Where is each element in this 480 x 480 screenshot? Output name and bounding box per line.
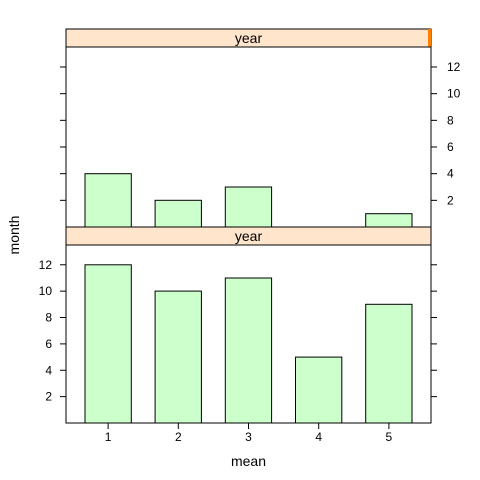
bars-bottom bbox=[84, 264, 413, 424]
x-axis: 1 2 3 4 5 bbox=[105, 423, 393, 444]
y-axis-left-top-ticks bbox=[60, 66, 66, 201]
strip-top-level-marker bbox=[428, 29, 431, 47]
y-tick-label: 10 bbox=[39, 284, 53, 298]
y-tick-label: 6 bbox=[447, 140, 454, 154]
y-tick-label: 6 bbox=[45, 337, 52, 351]
strip-top-label: year bbox=[235, 30, 263, 46]
bar-top-2 bbox=[154, 199, 202, 228]
x-tick-label: 5 bbox=[386, 430, 393, 444]
y-tick-label: 8 bbox=[447, 113, 454, 127]
bar-bottom-5 bbox=[365, 303, 413, 424]
y-tick-label: 4 bbox=[45, 363, 52, 377]
y-axis-title: month bbox=[6, 216, 22, 255]
bar-bottom-2 bbox=[154, 290, 202, 424]
bar-bottom-1 bbox=[84, 264, 132, 424]
x-tick-label: 4 bbox=[315, 430, 322, 444]
y-tick-label: 8 bbox=[45, 311, 52, 325]
bar-top-1 bbox=[84, 173, 132, 228]
y-tick-label: 2 bbox=[45, 390, 52, 404]
y-tick-label: 2 bbox=[447, 193, 454, 207]
bar-top-5 bbox=[365, 213, 413, 228]
strip-bottom-label: year bbox=[235, 228, 263, 244]
y-axis-right-bottom-ticks bbox=[431, 264, 437, 398]
x-tick-label: 2 bbox=[175, 430, 182, 444]
x-axis-title: mean bbox=[231, 453, 266, 469]
y-axis-right-top: 2 4 6 8 10 12 bbox=[431, 60, 461, 207]
y-tick-label: 10 bbox=[447, 87, 461, 101]
bars-top bbox=[84, 173, 413, 228]
bar-bottom-4 bbox=[295, 356, 343, 424]
y-tick-label: 12 bbox=[39, 258, 53, 272]
y-tick-label: 12 bbox=[447, 60, 461, 74]
x-tick-label: 3 bbox=[245, 430, 252, 444]
bar-bottom-3 bbox=[224, 277, 273, 424]
y-axis-left-bottom: 2 4 6 8 10 12 bbox=[39, 258, 66, 404]
bar-top-3 bbox=[224, 186, 273, 228]
panel-top: year 2 4 6 8 10 12 bbox=[60, 28, 461, 228]
y-tick-label: 4 bbox=[447, 167, 454, 181]
x-tick-label: 1 bbox=[105, 430, 112, 444]
